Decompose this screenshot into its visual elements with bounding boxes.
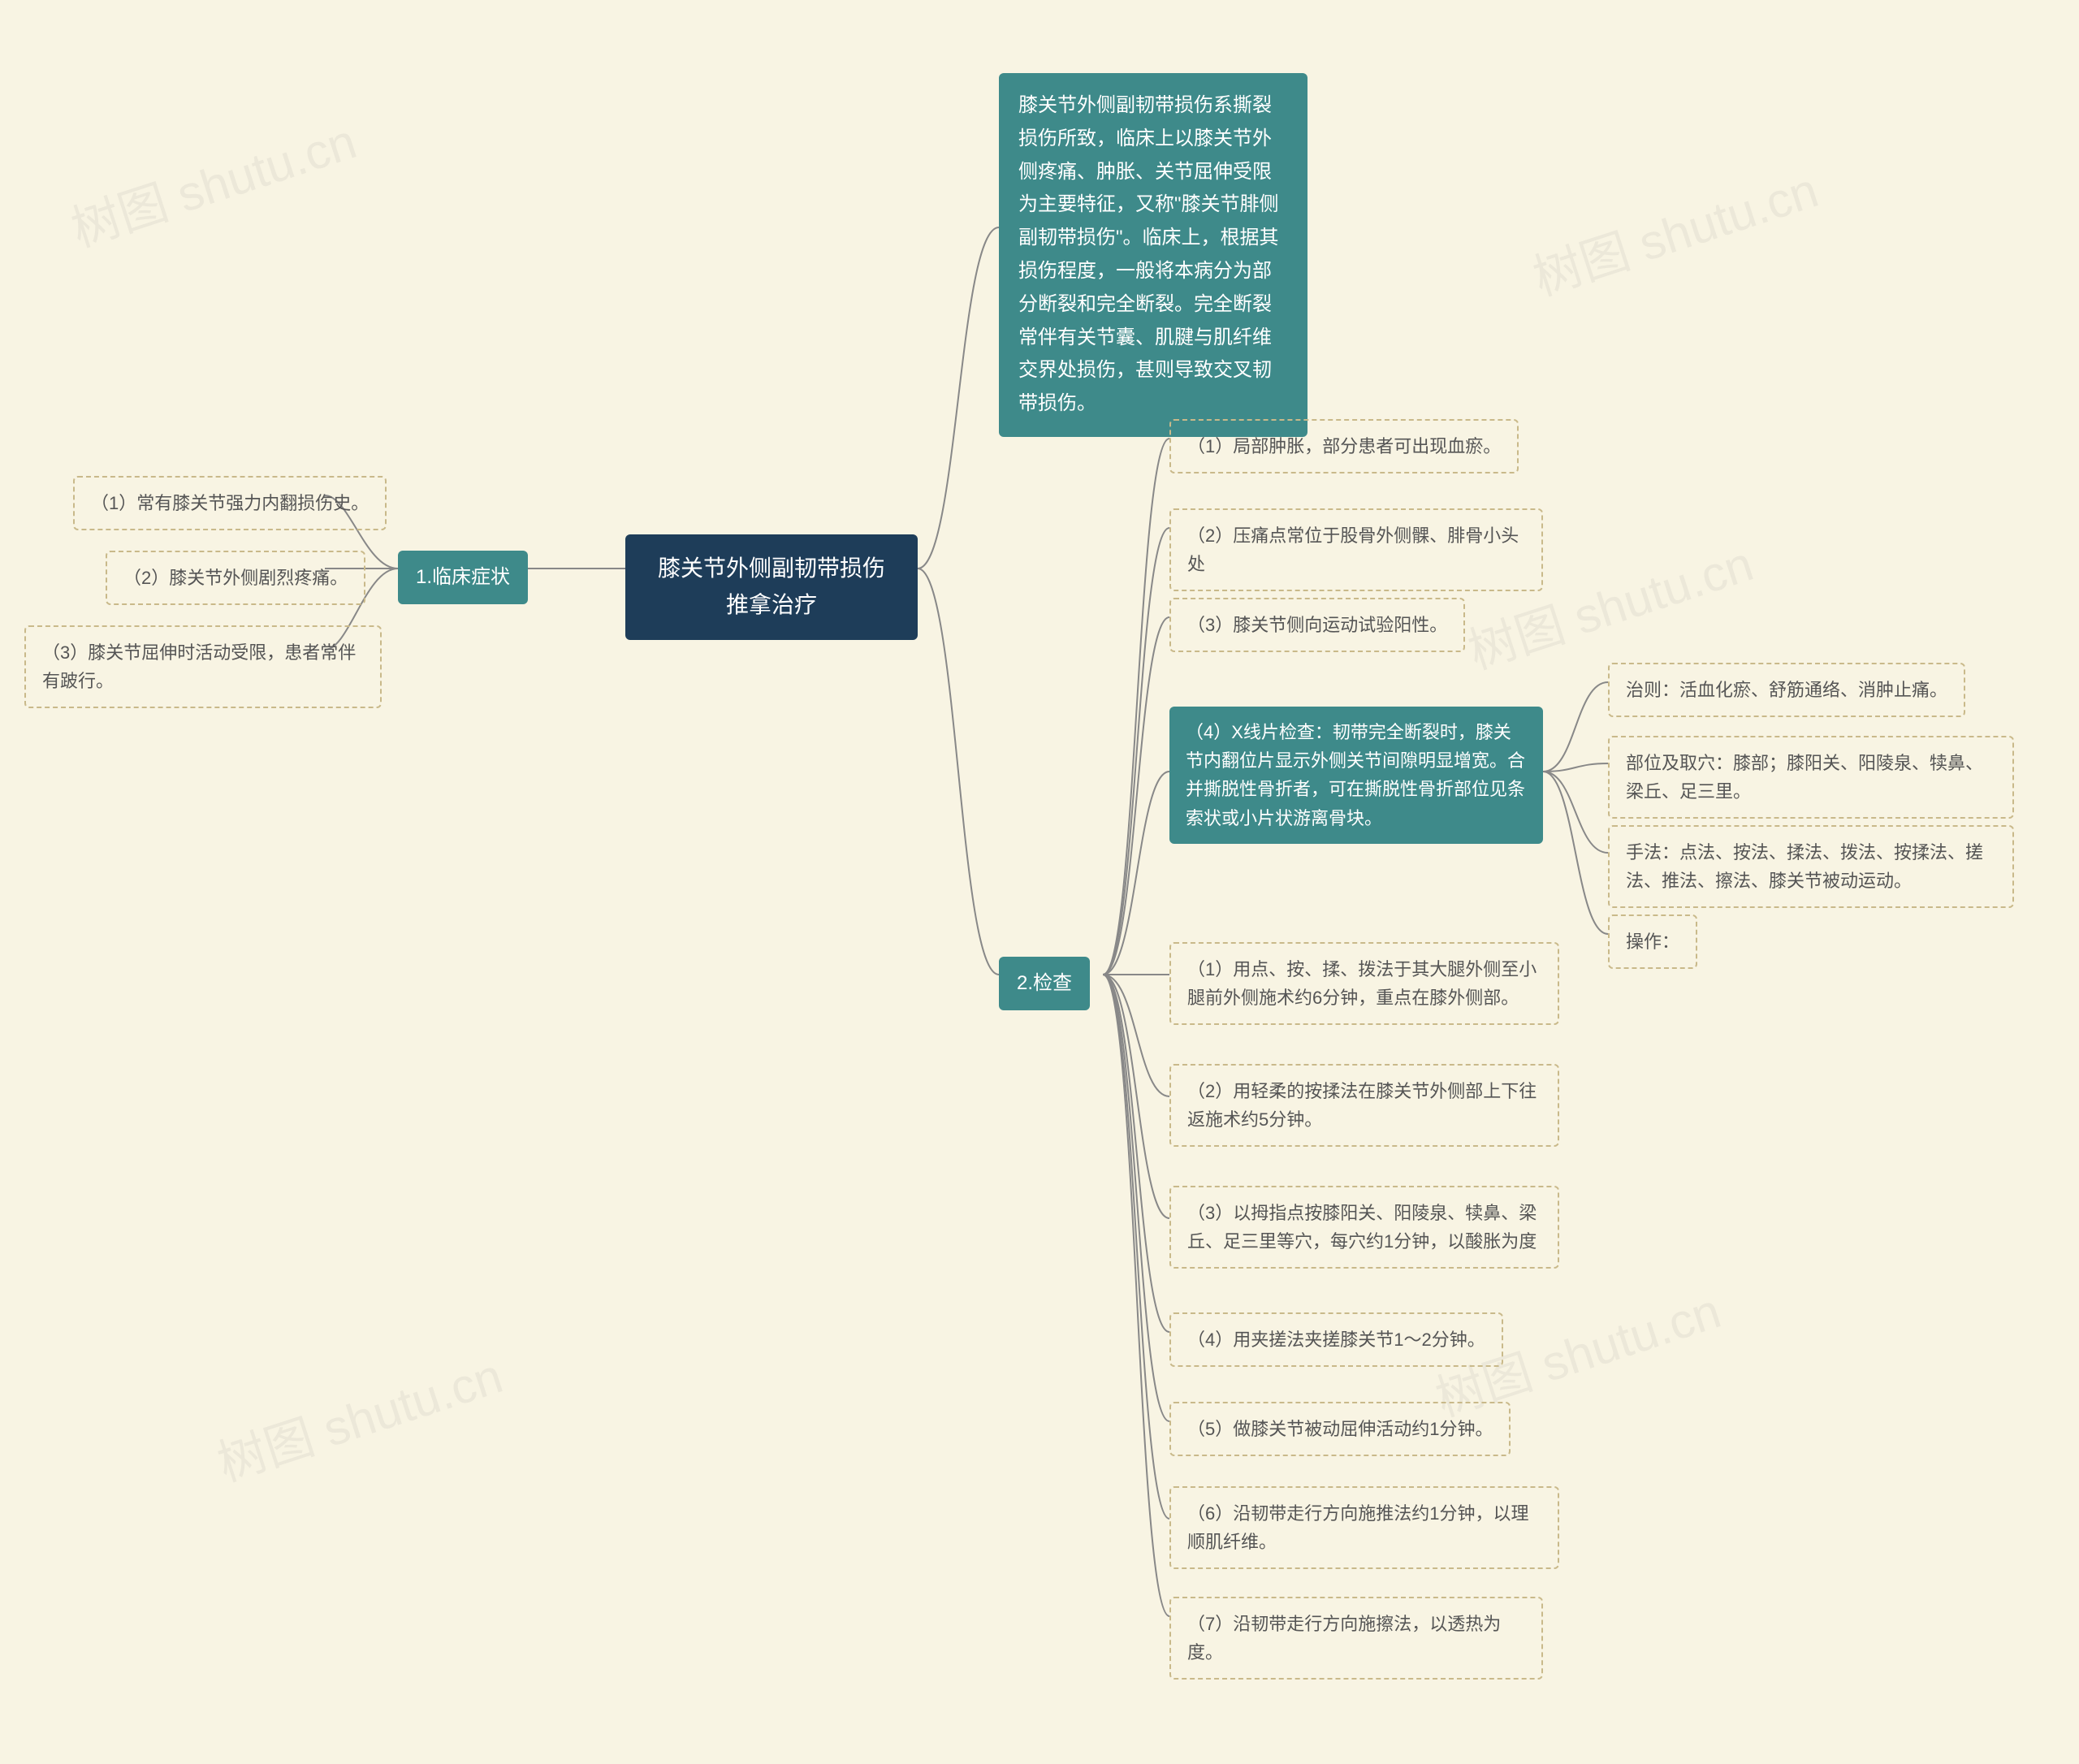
branch-clinical: 1.临床症状	[398, 551, 528, 604]
leaf-op-6: （6）沿韧带走行方向施推法约1分钟，以理顺肌纤维。	[1169, 1486, 1559, 1569]
leaf-op-4: （4）用夹搓法夹搓膝关节1～2分钟。	[1169, 1312, 1503, 1367]
leaf-clinical-2: （2）膝关节外侧剧烈疼痛。	[106, 551, 365, 605]
leaf-xray-sub-3: 手法：点法、按法、揉法、拨法、按揉法、搓法、推法、擦法、膝关节被动运动。	[1608, 825, 2014, 908]
leaf-op-3: （3）以拇指点按膝阳关、阳陵泉、犊鼻、梁丘、足三里等穴，每穴约1分钟，以酸胀为度	[1169, 1186, 1559, 1269]
branch-exam: 2.检查	[999, 957, 1090, 1010]
watermark: 树图 shutu.cn	[1523, 151, 1826, 309]
leaf-exam-2: （2）压痛点常位于股骨外侧髁、腓骨小头处	[1169, 508, 1543, 591]
leaf-clinical-3: （3）膝关节屈伸时活动受限，患者常伴有跛行。	[24, 625, 382, 708]
leaf-xray-sub-2: 部位及取穴：膝部；膝阳关、阳陵泉、犊鼻、梁丘、足三里。	[1608, 736, 2014, 819]
leaf-exam-1: （1）局部肿胀，部分患者可出现血瘀。	[1169, 419, 1519, 473]
leaf-xray-sub-4: 操作：	[1608, 914, 1697, 969]
watermark: 树图 shutu.cn	[207, 1337, 510, 1495]
leaf-xray: （4）X线片检查：韧带完全断裂时，膝关节内翻位片显示外侧关节间隙明显增宽。合并撕…	[1169, 707, 1543, 844]
root-node: 膝关节外侧副韧带损伤推拿治疗	[625, 534, 918, 640]
leaf-op-2: （2）用轻柔的按揉法在膝关节外侧部上下往返施术约5分钟。	[1169, 1064, 1559, 1147]
leaf-exam-3: （3）膝关节侧向运动试验阳性。	[1169, 598, 1465, 652]
leaf-op-1: （1）用点、按、揉、拨法于其大腿外侧至小腿前外侧施术约6分钟，重点在膝外侧部。	[1169, 942, 1559, 1025]
leaf-clinical-1: （1）常有膝关节强力内翻损伤史。	[73, 476, 387, 530]
description-node: 膝关节外侧副韧带损伤系撕裂损伤所致，临床上以膝关节外侧疼痛、肿胀、关节屈伸受限为…	[999, 73, 1307, 437]
leaf-op-7: （7）沿韧带走行方向施擦法，以透热为度。	[1169, 1597, 1543, 1680]
leaf-op-5: （5）做膝关节被动屈伸活动约1分钟。	[1169, 1402, 1511, 1456]
watermark: 树图 shutu.cn	[61, 102, 364, 261]
leaf-xray-sub-1: 治则：活血化瘀、舒筋通络、消肿止痛。	[1608, 663, 1965, 717]
